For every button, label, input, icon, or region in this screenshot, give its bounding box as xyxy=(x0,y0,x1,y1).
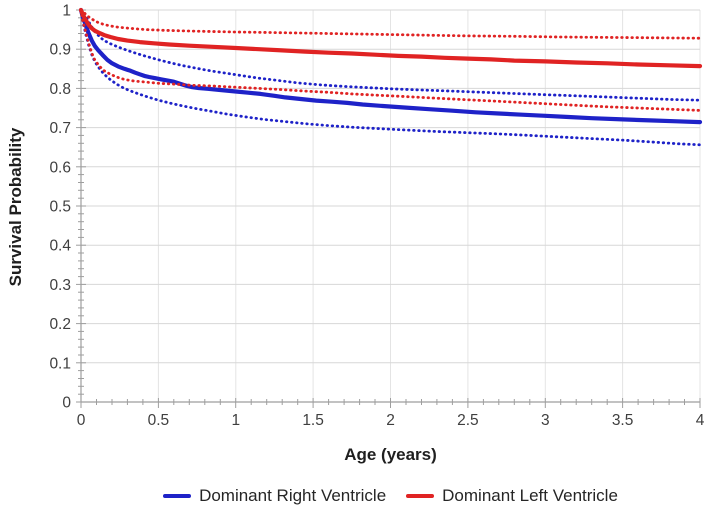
y-tick-label: 1 xyxy=(62,3,71,20)
blue-line-swatch-icon xyxy=(163,494,192,498)
x-tick-label: 4 xyxy=(696,412,705,429)
y-tick-label: 0.2 xyxy=(49,316,71,333)
legend-label: Dominant Left Ventricle xyxy=(442,486,618,505)
y-tick-label: 0.9 xyxy=(49,42,71,59)
legend-item-dominant-left-ventricle: Dominant Left Ventricle xyxy=(406,486,618,506)
y-tick-label: 0.6 xyxy=(49,159,71,176)
y-tick-label: 0.5 xyxy=(49,199,71,216)
series-dominant-right-ventricle xyxy=(78,7,703,125)
y-tick-label: 0 xyxy=(62,395,71,412)
series-dominant-right-ventricle-95-ci-lower xyxy=(79,8,702,147)
x-tick-label: 3.5 xyxy=(612,412,634,429)
legend-item-dominant-right-ventricle: Dominant Right Ventricle xyxy=(163,486,386,506)
series-dominant-right-ventricle-95-ci-upper xyxy=(79,8,702,102)
chart-legend: Dominant Right Ventricle Dominant Left V… xyxy=(81,486,700,506)
x-tick-label: 2 xyxy=(386,412,395,429)
x-tick-label: 2.5 xyxy=(457,412,479,429)
series-dominant-left-ventricle-95-ci-upper xyxy=(79,8,702,40)
x-tick-label: 1.5 xyxy=(302,412,324,429)
y-tick-label: 0.3 xyxy=(49,277,71,294)
series-dominant-left-ventricle-95-ci-lower xyxy=(79,8,702,112)
legend-label: Dominant Right Ventricle xyxy=(199,486,387,505)
x-axis-title: Age (years) xyxy=(344,445,437,464)
y-tick-label: 0.8 xyxy=(49,81,71,98)
y-tick-label: 0.4 xyxy=(49,238,71,255)
x-tick-label: 0 xyxy=(77,412,86,429)
x-tick-label: 0.5 xyxy=(148,412,170,429)
x-tick-label: 1 xyxy=(231,412,240,429)
x-tick-label: 3 xyxy=(541,412,550,429)
red-line-swatch-icon xyxy=(406,494,435,498)
series-dominant-left-ventricle xyxy=(78,7,703,69)
y-axis-title: Survival Probability xyxy=(6,127,25,287)
y-tick-label: 0.7 xyxy=(49,120,71,137)
y-tick-label: 0.1 xyxy=(49,355,71,372)
